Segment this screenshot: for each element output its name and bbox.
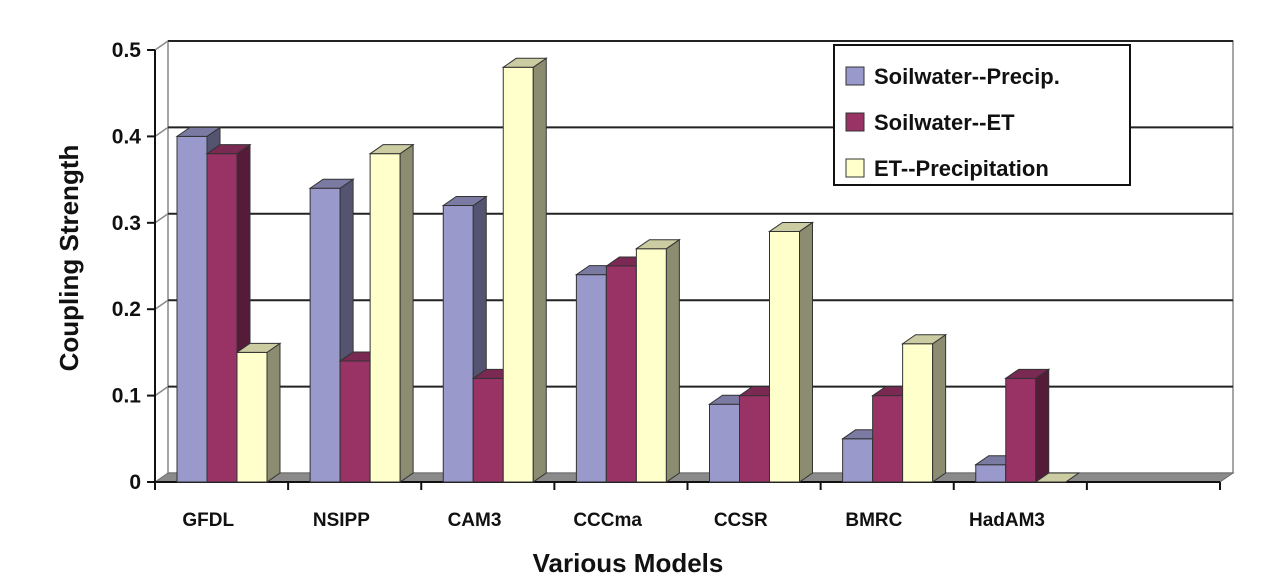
bar-side bbox=[266, 342, 281, 483]
bar bbox=[634, 238, 681, 483]
legend-box bbox=[833, 44, 1131, 186]
bar-side bbox=[399, 143, 414, 483]
x-category-label: CAM3 bbox=[448, 510, 502, 531]
bar-front bbox=[472, 377, 504, 483]
x-category-label: GFDL bbox=[182, 510, 234, 531]
gridline-side bbox=[154, 213, 169, 224]
gridline-side bbox=[154, 385, 169, 397]
bar bbox=[235, 342, 282, 483]
bar bbox=[501, 57, 548, 483]
y-tick-label: 0 bbox=[129, 471, 141, 494]
gridline-side bbox=[154, 299, 169, 310]
bar-top bbox=[634, 239, 681, 250]
bar-front bbox=[339, 360, 371, 483]
bar-top bbox=[1034, 472, 1081, 483]
bar-top bbox=[441, 196, 488, 207]
bar-top bbox=[205, 144, 252, 155]
y-tick-label: 0.3 bbox=[112, 212, 141, 235]
bar-top bbox=[368, 144, 415, 155]
bar-front bbox=[236, 351, 268, 483]
bar-top bbox=[501, 57, 548, 68]
bar bbox=[901, 333, 948, 483]
x-axis-title: Various Models bbox=[533, 548, 724, 576]
bar-front bbox=[872, 395, 904, 483]
y-axis: 0 0.1 0.2 0.3 0.4 0.5 bbox=[112, 39, 156, 494]
legend-label: Soilwater--Precip. bbox=[874, 64, 1060, 89]
x-category-label: NSIPP bbox=[313, 510, 370, 531]
bar-front bbox=[575, 274, 607, 483]
legend-swatch bbox=[845, 158, 865, 178]
bars bbox=[175, 57, 1081, 483]
bar-top bbox=[308, 178, 355, 189]
y-tick-label: 0.1 bbox=[112, 385, 142, 408]
bar-front bbox=[206, 153, 238, 483]
bar-top bbox=[1004, 368, 1051, 379]
bar-front bbox=[309, 187, 341, 483]
legend: Soilwater--Precip. Soilwater--ET ET--Preci… bbox=[833, 44, 1131, 186]
y-axis-title: Coupling Strength bbox=[54, 145, 84, 372]
y-tick-label: 0.4 bbox=[112, 125, 142, 148]
bar-side bbox=[932, 333, 947, 483]
bar-front bbox=[1005, 377, 1037, 483]
x-category-label: BMRC bbox=[845, 510, 902, 531]
bar-front bbox=[369, 153, 401, 483]
x-category-label: CCSR bbox=[714, 510, 768, 531]
bar-front bbox=[975, 464, 1007, 483]
bar-front bbox=[635, 248, 667, 483]
bar-front bbox=[502, 66, 534, 483]
bar-top bbox=[767, 221, 815, 232]
bar-front bbox=[442, 205, 474, 483]
bar-top bbox=[235, 342, 282, 353]
gridline-side bbox=[154, 126, 169, 138]
bar-front bbox=[605, 265, 637, 483]
bar-side bbox=[799, 221, 813, 483]
bar bbox=[1004, 368, 1051, 483]
gridline-side bbox=[154, 40, 169, 51]
bar bbox=[767, 221, 815, 483]
x-category-label: HadAM3 bbox=[969, 510, 1045, 531]
bar-front bbox=[842, 438, 874, 483]
legend-swatch bbox=[845, 112, 865, 132]
bar-top bbox=[175, 126, 222, 137]
bar-side bbox=[1035, 368, 1050, 483]
bar bbox=[368, 143, 415, 483]
bar-top bbox=[901, 334, 948, 345]
bar-front bbox=[176, 135, 208, 483]
x-axis: GFDL NSIPP CAM3 CCCma CCSR BMRC HadAM3 bbox=[154, 481, 1221, 531]
bar-front bbox=[709, 403, 740, 483]
y-tick-label: 0.5 bbox=[112, 39, 142, 62]
legend-label: Soilwater--ET bbox=[874, 110, 1015, 135]
legend-label: ET--Precipitation bbox=[874, 156, 1049, 181]
x-category-label: CCCma bbox=[573, 510, 642, 531]
bar-front bbox=[769, 230, 800, 483]
bar-front bbox=[739, 395, 770, 483]
y-tick-label: 0.2 bbox=[112, 298, 141, 321]
bar-side bbox=[532, 57, 547, 483]
bar-side bbox=[665, 238, 680, 483]
bar bbox=[1034, 472, 1081, 483]
legend-swatch bbox=[845, 66, 865, 86]
bar-front bbox=[902, 343, 934, 483]
